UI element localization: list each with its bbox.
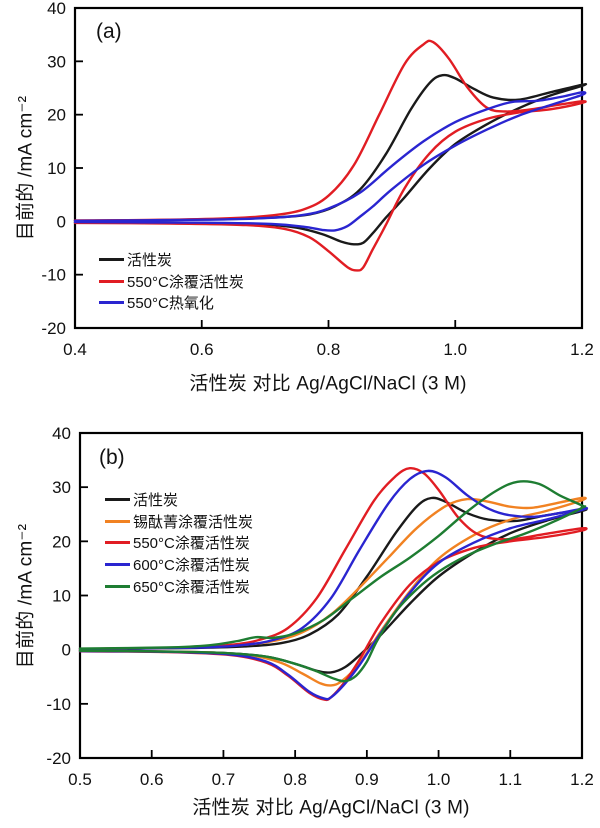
x-tick-label: 0.6 <box>190 340 214 359</box>
panel-a-frame <box>73 6 584 330</box>
y-tick-label: 10 <box>52 587 71 606</box>
panel-b-y-axis-title: 目前的 /mA cm⁻² <box>15 523 37 669</box>
y-tick-label: 40 <box>47 0 66 18</box>
x-tick-label: 1.0 <box>427 770 451 789</box>
legend-item-label: 550°C涂覆活性炭 <box>127 273 244 291</box>
y-tick-label: -20 <box>41 319 66 338</box>
y-tick-label: 20 <box>47 106 66 125</box>
panel-b-label: (b) <box>99 446 125 469</box>
legend-item-label: 550°C涂覆活性炭 <box>133 535 250 553</box>
panel-a-legend: 活性炭 550°C涂覆活性炭 550°C热氧化 <box>99 249 244 314</box>
x-tick-label: 1.0 <box>443 340 467 359</box>
x-tick-label: 1.2 <box>570 340 594 359</box>
legend-item-label: 650°C涂覆活性炭 <box>133 578 250 596</box>
y-tick-label: 30 <box>52 478 71 497</box>
legend-item-label: 600°C涂覆活性炭 <box>133 557 250 575</box>
legend-item-label: 活性炭 <box>133 492 179 510</box>
x-tick-label: 0.5 <box>68 770 92 789</box>
panel-a-plot: 0.4 0.6 0.8 1.0 1.2 40 30 20 10 0 -10 -20 <box>41 0 593 359</box>
cv-curve-b-3 <box>78 469 589 701</box>
x-tick-label: 0.8 <box>283 770 307 789</box>
x-tick-label: 0.7 <box>212 770 236 789</box>
panel-b-x-axis-title: 活性炭 对比 Ag/AgCl/NaCl (3 M) <box>192 797 470 819</box>
y-tick-label: 0 <box>57 212 66 231</box>
panel-b-frame <box>78 431 584 760</box>
legend-line-swatch <box>105 563 130 567</box>
legend-item: 550°C涂覆活性炭 <box>99 271 244 293</box>
y-tick-label: -20 <box>46 749 71 768</box>
legend-item: 550°C涂覆活性炭 <box>105 532 253 554</box>
x-tick-label: 1.2 <box>570 770 594 789</box>
panel-a-y-axis-title: 目前的 /mA cm⁻² <box>15 95 37 241</box>
legend-line-swatch <box>105 498 130 502</box>
legend-item: 锡酞菁涂覆活性炭 <box>105 511 253 533</box>
legend-item-label: 活性炭 <box>127 252 173 270</box>
legend-line-swatch <box>105 541 130 545</box>
legend-item: 550°C热氧化 <box>99 292 244 314</box>
legend-item-label: 锡酞菁涂覆活性炭 <box>133 513 254 531</box>
x-tick-label: 0.8 <box>317 340 341 359</box>
legend-line-swatch <box>99 258 124 262</box>
cv-curve-a-1 <box>73 39 587 272</box>
y-tick-label: 30 <box>47 52 66 71</box>
x-tick-label: 0.6 <box>140 770 164 789</box>
x-tick-label: 1.1 <box>498 770 522 789</box>
cv-curve-b-4 <box>78 480 587 683</box>
legend-item: 活性炭 <box>99 249 244 271</box>
y-tick-label: 40 <box>52 424 71 443</box>
panel-b-legend: 活性炭 锡酞菁涂覆活性炭 550°C涂覆活性炭 600°C涂覆活性炭 650°C… <box>105 489 253 597</box>
y-tick-label: 10 <box>47 159 66 178</box>
legend-line-swatch <box>105 519 130 523</box>
legend-item: 650°C涂覆活性炭 <box>105 575 253 597</box>
y-tick-label: 20 <box>52 532 71 551</box>
panel-b-plot: 0.5 0.6 0.7 0.8 0.9 1.0 1.1 1.2 40 30 20 10 0 -10 -20 <box>46 424 593 789</box>
x-tick-label: 0.4 <box>63 340 87 359</box>
y-tick-label: 0 <box>62 641 71 660</box>
panel-a-x-axis-title: 活性炭 对比 Ag/AgCl/NaCl (3 M) <box>189 373 467 395</box>
panel-a-label: (a) <box>96 20 122 43</box>
y-tick-label: -10 <box>41 266 66 285</box>
y-tick-label: -10 <box>46 695 71 714</box>
legend-item: 600°C涂覆活性炭 <box>105 554 253 576</box>
legend-line-swatch <box>99 279 124 283</box>
legend-item-label: 550°C热氧化 <box>127 295 214 313</box>
legend-line-swatch <box>105 584 130 588</box>
x-tick-label: 0.9 <box>355 770 379 789</box>
cv-curve-a-2 <box>73 91 587 232</box>
legend-line-swatch <box>99 301 124 305</box>
legend-item: 活性炭 <box>105 489 253 511</box>
